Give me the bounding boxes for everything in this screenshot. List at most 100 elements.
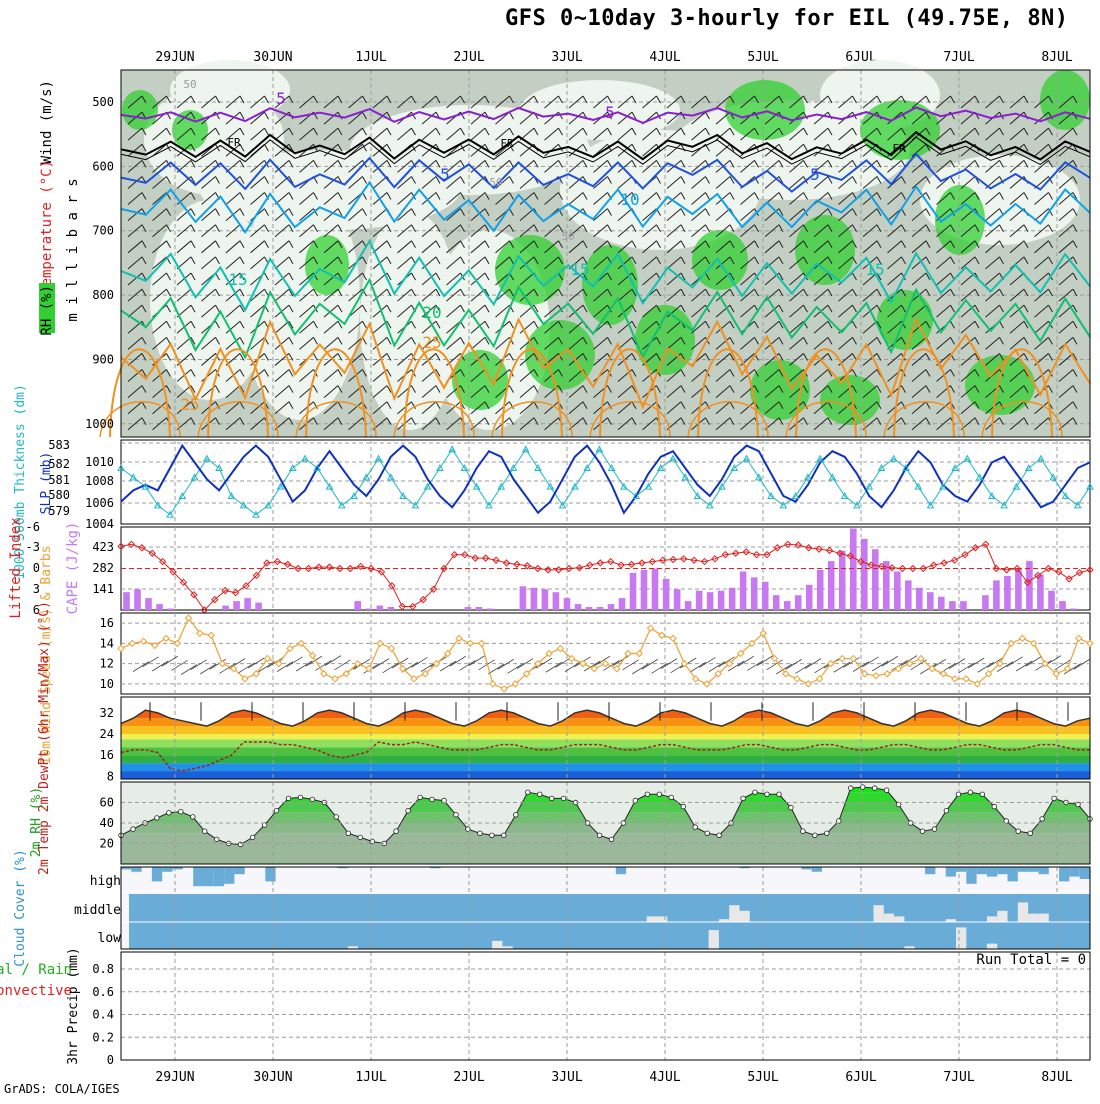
wind-barb-staff: [127, 95, 143, 109]
cloud-low-gap: [708, 930, 719, 949]
thickness-point: [448, 445, 457, 453]
wind-barb-flag: [484, 272, 490, 281]
wind-barb: [519, 336, 539, 350]
wind-barb-staff: [519, 401, 535, 415]
wind-barb-flag: [460, 95, 465, 104]
surface-wind-barb: [660, 658, 678, 669]
wind-barb-staff: [176, 385, 192, 398]
thickness-point: [889, 454, 898, 462]
moist-region: [305, 235, 349, 295]
wind-barb: [593, 288, 612, 302]
wind-speed-point: [297, 639, 305, 648]
wind-barb-staff: [201, 240, 216, 254]
wind-barb-staff: [936, 240, 951, 254]
lifted-index-point: [211, 595, 219, 604]
wind-barb-flag: [190, 256, 196, 265]
wind-barb-flag: [852, 240, 857, 249]
wind-barb-flag: [680, 160, 686, 168]
wind-speed-point: [827, 659, 835, 668]
wind-barb-staff: [372, 176, 388, 189]
wind-barb-staff: [421, 95, 437, 109]
surface-wind-barb: [747, 660, 764, 671]
wind-barb: [1034, 304, 1053, 318]
wind-barb-flag: [313, 256, 318, 265]
wind-barb-staff: [813, 111, 829, 125]
wind-barb: [568, 240, 588, 254]
wind-barb-staff: [372, 320, 388, 334]
wind-barb: [323, 353, 343, 366]
wind-barb-staff: [666, 304, 682, 318]
rh-2m-point: [333, 814, 339, 820]
wind-barb-staff: [397, 127, 412, 141]
wind-barb-flag: [852, 208, 857, 216]
wind-barb-flag: [656, 353, 661, 361]
surface-wind-barb: [180, 664, 198, 675]
temp-2m-line: [120, 709, 1091, 727]
wind-barb-staff: [372, 224, 388, 238]
wind-barb-flag: [1072, 417, 1078, 426]
wind-barb: [225, 176, 245, 189]
wind-barb-flag: [1048, 304, 1053, 313]
cloud-low-gap: [986, 943, 998, 949]
wind-barb-flag: [705, 111, 710, 120]
surface-wind-barb: [699, 657, 716, 668]
wind-barb-flag: [239, 353, 245, 361]
surface-wind-barb: [247, 657, 265, 669]
wind-speed-point: [748, 639, 756, 648]
wind-barb: [691, 208, 710, 222]
wind-barb-staff: [813, 369, 829, 382]
wind-barb-staff: [813, 208, 829, 222]
precip-tick-label: 0.4: [92, 1008, 114, 1022]
wind-barb-flag: [876, 288, 882, 297]
wind-barb-staff: [250, 401, 265, 415]
wind-barb-staff: [568, 192, 584, 205]
wind-barb: [911, 353, 931, 366]
wind-speed-point: [737, 649, 745, 658]
wind-barb-staff: [1009, 111, 1025, 125]
wind-barb-staff: [1058, 320, 1074, 334]
isotherm-25-loop: [599, 348, 661, 438]
wind-barb-flag: [729, 337, 735, 345]
rh-2m-point: [812, 832, 818, 838]
wind-barb-staff: [495, 192, 510, 205]
wind-barb-staff: [323, 288, 339, 302]
wind-barb-flag: [558, 353, 563, 361]
cape-bar: [1059, 601, 1066, 610]
wind-barb-flag: [925, 256, 931, 265]
thickness-point: [754, 473, 763, 481]
wind-barb: [372, 336, 392, 350]
moist-region: [692, 230, 748, 290]
wind-barb: [274, 320, 294, 334]
wind-barb-staff: [372, 111, 388, 125]
lifted-index-point: [877, 562, 886, 571]
wind-barb: [176, 95, 196, 109]
wind-barb: [421, 304, 441, 318]
temp-color-band: [121, 747, 1090, 756]
lifted-index-point: [586, 561, 594, 569]
wind-barb-flag: [533, 337, 539, 345]
wind-barb: [495, 95, 514, 109]
wind-barb-flag: [141, 224, 147, 232]
wind-barb: [642, 192, 661, 205]
wind-barb: [617, 240, 637, 254]
wind-barb-staff: [691, 159, 706, 173]
wind-barb-flag: [1023, 321, 1029, 329]
wind-barb-flag: [754, 127, 759, 136]
wind-barb-staff: [1058, 336, 1074, 350]
wind-barb-flag: [827, 160, 833, 168]
wind-barb: [789, 111, 808, 125]
thickness-point: [1012, 482, 1021, 490]
wind-barb-staff: [299, 127, 314, 141]
wind-barb-flag: [827, 304, 833, 313]
wind-barb: [1009, 127, 1029, 141]
wind-barb-staff: [960, 127, 976, 141]
rh-2m-point: [297, 794, 304, 801]
wind-barb-staff: [348, 401, 363, 415]
wind-speed-point: [815, 675, 824, 683]
cloud-low-gap: [956, 927, 967, 949]
lifted-index-point: [1055, 568, 1063, 576]
wind-barb-staff: [323, 240, 339, 254]
wind-barb: [372, 159, 392, 173]
wind-barb-flag: [803, 304, 808, 313]
wind-barb: [201, 127, 220, 141]
